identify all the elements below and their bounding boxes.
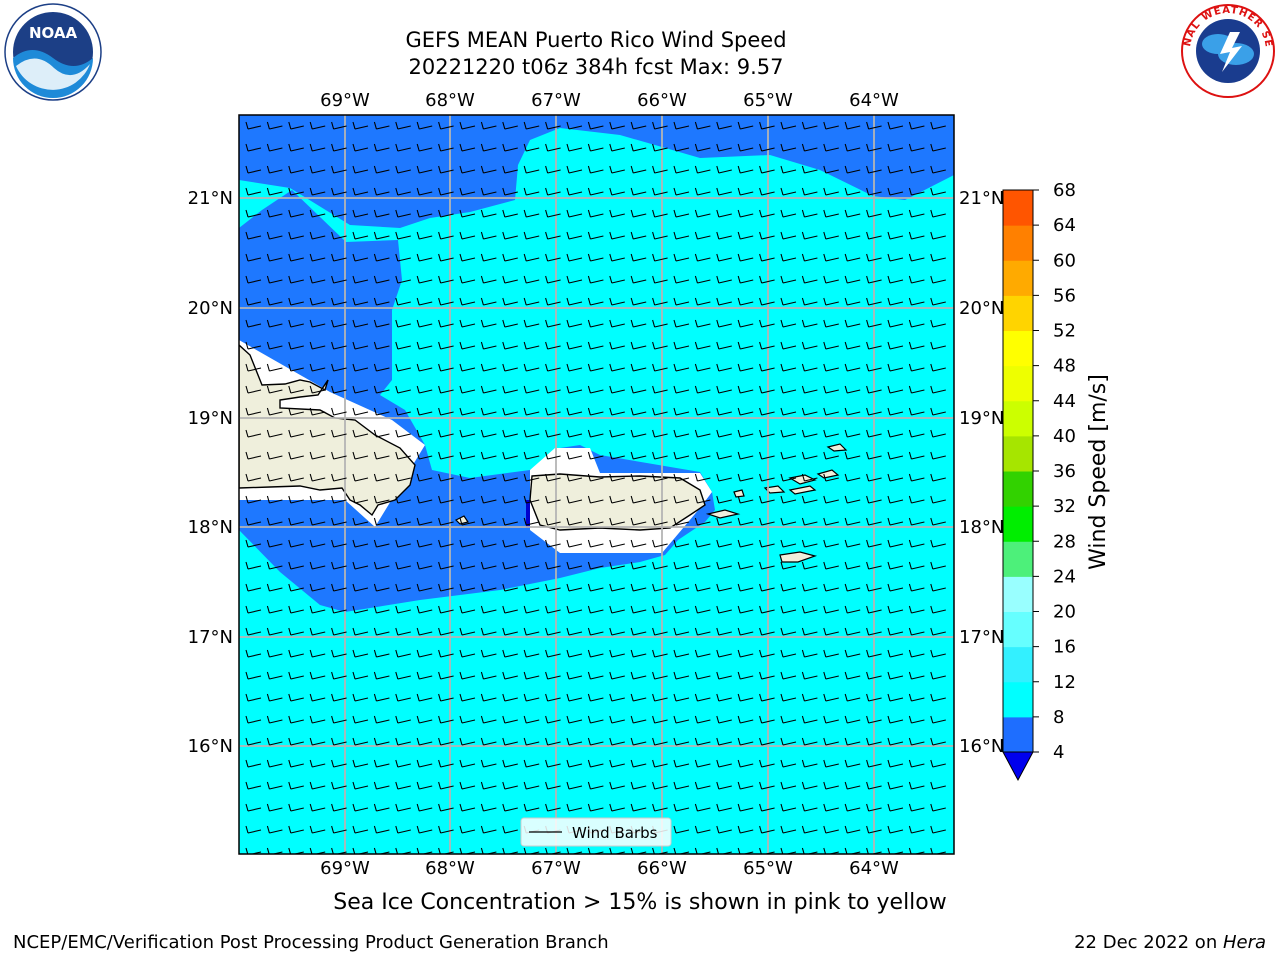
- lon-labels-bottom: 69°W 68°W 67°W 66°W 65°W 64°W: [320, 858, 899, 879]
- colorbar-tick-label: 64: [1053, 215, 1076, 236]
- colorbar-tick-label: 32: [1053, 496, 1076, 517]
- colorbar-segment: [1003, 471, 1033, 507]
- graticule: [239, 115, 954, 854]
- colorbar-tick-label: 8: [1053, 707, 1064, 728]
- footer-date: 22 Dec 2022 on Hera: [1074, 932, 1266, 953]
- colorbar-segment: [1003, 681, 1033, 718]
- colorbar-tick-label: 60: [1053, 250, 1076, 271]
- colorbar-tick-label: 68: [1053, 180, 1076, 201]
- colorbar-tick-label: 44: [1053, 391, 1076, 412]
- lat-label: 20°N: [959, 298, 1004, 319]
- colorbar-segment: [1003, 716, 1033, 753]
- chart-title: GEFS MEAN Puerto Rico Wind Speed: [405, 28, 787, 52]
- colorbar-segment: [1003, 330, 1033, 367]
- chart-subtitle: 20221220 t06z 384h fcst Max: 9.57: [408, 55, 784, 79]
- lon-label: 65°W: [743, 90, 793, 111]
- colorbar-segment: [1003, 541, 1033, 577]
- footer-host: Hera: [1222, 932, 1266, 953]
- noaa-logo-text: NOAA: [29, 24, 78, 42]
- colorbar-tick-label: 52: [1053, 321, 1076, 342]
- lat-label: 19°N: [188, 408, 233, 429]
- colorbar-segment: [1003, 611, 1033, 648]
- footer-date-text: 22 Dec 2022 on: [1074, 932, 1223, 953]
- legend-box: Wind Barbs: [520, 817, 672, 847]
- colorbar-segment: [1003, 190, 1033, 226]
- colorbar-segment: [1003, 260, 1033, 296]
- colorbar-segment: [1003, 576, 1033, 613]
- lat-label: 21°N: [188, 188, 233, 209]
- lat-label: 17°N: [188, 627, 233, 648]
- colorbar-tick-label: 36: [1053, 461, 1076, 482]
- colorbar-tick-label: 12: [1053, 672, 1076, 693]
- lat-label: 20°N: [188, 298, 233, 319]
- nws-logo: NATIONAL WEATHER SERVICE: [1178, 2, 1275, 98]
- small-islands: [454, 443, 848, 563]
- colorbar-segment: [1003, 435, 1033, 472]
- sea-ice-note: Sea Ice Concentration > 15% is shown in …: [333, 890, 947, 915]
- lat-label: 18°N: [959, 517, 1004, 538]
- colorbar-under-extension: [1002, 751, 1034, 782]
- legend-label: Wind Barbs: [572, 824, 658, 842]
- water-dark-north: [239, 115, 954, 228]
- lat-labels-right: 21°N 20°N 19°N 18°N 17°N 16°N: [959, 188, 1004, 757]
- colorbar-segment: [1003, 400, 1033, 437]
- lon-labels-top: 69°W 68°W 67°W 66°W 65°W 64°W: [320, 90, 899, 111]
- lon-label: 64°W: [849, 858, 899, 879]
- colorbar-tick-label: 48: [1053, 356, 1076, 377]
- colorbar-segment: [1003, 506, 1033, 542]
- colorbar-tick-label: 40: [1053, 426, 1076, 447]
- footer-branch: NCEP/EMC/Verification Post Processing Pr…: [13, 932, 609, 953]
- wind-barbs: [245, 121, 946, 854]
- land-hispaniola: [239, 344, 416, 517]
- colorbar-tick-label: 24: [1053, 566, 1076, 587]
- lon-label: 66°W: [637, 90, 687, 111]
- water-deep-mark: [526, 500, 530, 528]
- noaa-logo: NOAA: [4, 3, 102, 101]
- colorbar-label: Wind Speed [m/s]: [1086, 374, 1111, 570]
- colorbar-segment: [1003, 295, 1033, 332]
- lon-label: 68°W: [425, 90, 475, 111]
- lon-label: 69°W: [320, 90, 370, 111]
- lon-label: 64°W: [849, 90, 899, 111]
- lon-label: 67°W: [531, 858, 581, 879]
- lon-label: 68°W: [425, 858, 475, 879]
- lon-label: 67°W: [531, 90, 581, 111]
- colorbar-tick-label: 56: [1053, 285, 1076, 306]
- colorbar-segment: [1003, 365, 1033, 402]
- colorbar-tick-label: 4: [1053, 742, 1064, 763]
- lat-label: 21°N: [959, 188, 1004, 209]
- wind-barb-set: [245, 121, 946, 854]
- colorbar-segment: [1003, 225, 1033, 261]
- colorbar-tick-label: 20: [1053, 602, 1076, 623]
- lat-label: 16°N: [188, 736, 233, 757]
- lat-labels-left: 21°N 20°N 19°N 18°N 17°N 16°N: [188, 188, 233, 757]
- lat-label: 16°N: [959, 736, 1004, 757]
- lon-label: 69°W: [320, 858, 370, 879]
- lon-label: 65°W: [743, 858, 793, 879]
- lon-label: 66°W: [637, 858, 687, 879]
- colorbar-segment: [1003, 646, 1033, 683]
- lat-label: 18°N: [188, 517, 233, 538]
- lat-label: 19°N: [959, 408, 1004, 429]
- lat-label: 17°N: [959, 627, 1004, 648]
- colorbar-tick-label: 16: [1053, 637, 1076, 658]
- colorbar-tick-label: 28: [1053, 531, 1076, 552]
